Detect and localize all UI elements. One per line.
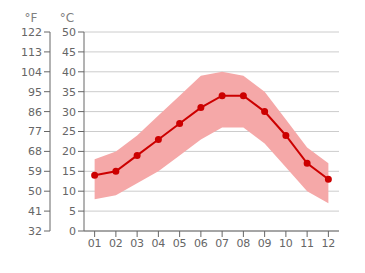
svg-text:32: 32 [28,225,42,238]
svg-text:86: 86 [28,106,42,119]
svg-text:10: 10 [62,185,76,198]
svg-text:15: 15 [62,165,76,178]
svg-text:0: 0 [69,225,76,238]
svg-text:113: 113 [21,46,42,59]
svg-text:40: 40 [62,66,76,79]
svg-text:50: 50 [28,185,42,198]
svg-text:08: 08 [236,237,250,250]
svg-text:03: 03 [130,237,144,250]
svg-text:05: 05 [173,237,187,250]
svg-text:20: 20 [62,145,76,158]
svg-text:07: 07 [215,237,229,250]
svg-text:10: 10 [279,237,293,250]
svg-text:11: 11 [300,237,314,250]
svg-text:122: 122 [21,26,42,39]
svg-text:35: 35 [62,86,76,99]
svg-text:06: 06 [194,237,208,250]
svg-text:59: 59 [28,165,42,178]
svg-text:01: 01 [88,237,102,250]
svg-text:50: 50 [62,26,76,39]
svg-text:09: 09 [258,237,272,250]
svg-text:04: 04 [151,237,165,250]
svg-text:95: 95 [28,86,42,99]
svg-text:5: 5 [69,205,76,218]
svg-text:104: 104 [21,66,42,79]
svg-text:12: 12 [321,237,335,250]
svg-text:77: 77 [28,125,42,138]
svg-text:°C: °C [60,11,74,25]
svg-text:41: 41 [28,205,42,218]
svg-text:25: 25 [62,125,76,138]
svg-text:45: 45 [62,46,76,59]
svg-text:02: 02 [109,237,123,250]
svg-text:°F: °F [25,11,38,25]
svg-text:30: 30 [62,106,76,119]
svg-text:68: 68 [28,145,42,158]
